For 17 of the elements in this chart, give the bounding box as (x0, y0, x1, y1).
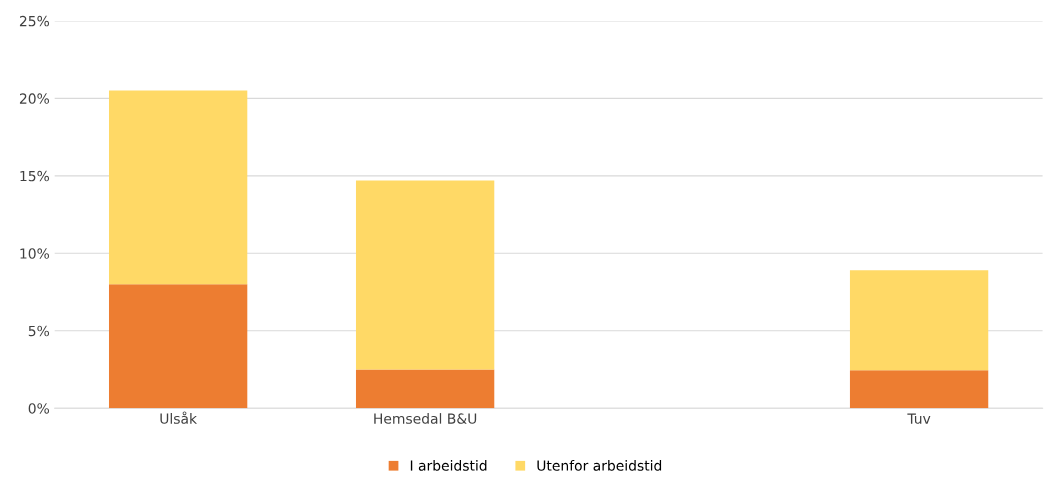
bar (108, 284, 248, 409)
bar (849, 270, 989, 371)
legend-label: Utenfor arbeidstid (537, 460, 662, 471)
y-tick-label: 20% (19, 93, 50, 104)
legend-label: I arbeidstid (410, 460, 487, 471)
y-tick-label: 25% (19, 15, 50, 27)
y-tick-label: 15% (20, 170, 50, 182)
x-tick-label: Hemsedal B&U (374, 413, 477, 424)
y-tick-label: 0% (28, 403, 50, 414)
y-tick-label: 5% (28, 325, 50, 337)
x-tick-label: Ulsåk (160, 411, 198, 424)
y-tick-label: 10% (20, 248, 50, 259)
bar (355, 369, 495, 409)
x-tick-label: Tuv (907, 413, 931, 424)
bar (108, 90, 248, 285)
bar (849, 370, 989, 409)
bar (355, 180, 495, 370)
